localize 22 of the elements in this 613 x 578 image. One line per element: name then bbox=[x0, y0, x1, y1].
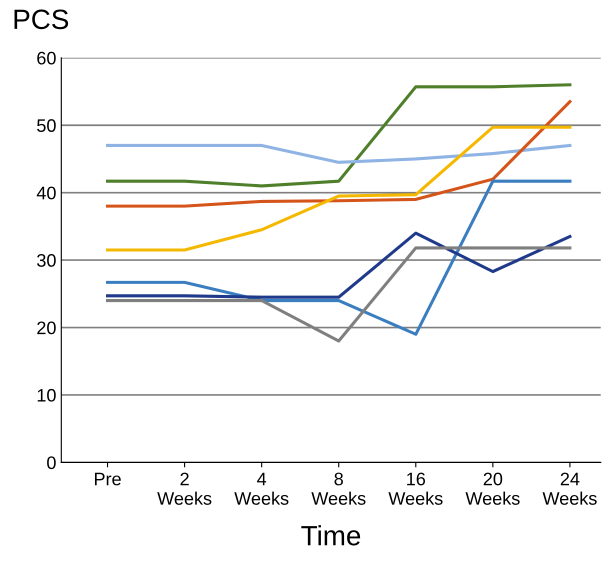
x-tick-label: 2 Weeks bbox=[157, 472, 212, 505]
y-tick-label: 40 bbox=[36, 186, 56, 200]
y-tick-label: 0 bbox=[47, 456, 56, 470]
line-series bbox=[106, 180, 572, 336]
x-tick-label: 4 Weeks bbox=[234, 472, 288, 505]
line-series bbox=[106, 126, 572, 252]
y-tick-label: 30 bbox=[37, 254, 56, 267]
x-tick-label: 8 Weeks bbox=[311, 472, 366, 505]
x-tick-label: 24 Weeks bbox=[542, 472, 597, 505]
y-tick-label: 50 bbox=[37, 119, 56, 132]
line-series bbox=[106, 83, 572, 188]
y-axis-title: PCS bbox=[14, 10, 68, 30]
line-series bbox=[106, 232, 572, 299]
y-tick-label: 60 bbox=[37, 52, 56, 65]
x-tick-label: 16 Weeks bbox=[388, 472, 443, 505]
x-tick-label: Pre bbox=[94, 472, 121, 486]
y-tick-label: 10 bbox=[38, 388, 56, 402]
line-series bbox=[106, 144, 572, 164]
x-tick-label: 20 Weeks bbox=[466, 472, 520, 505]
x-axis-title: Time bbox=[301, 525, 360, 546]
line-series bbox=[106, 100, 572, 208]
y-tick-label: 20 bbox=[37, 321, 56, 334]
